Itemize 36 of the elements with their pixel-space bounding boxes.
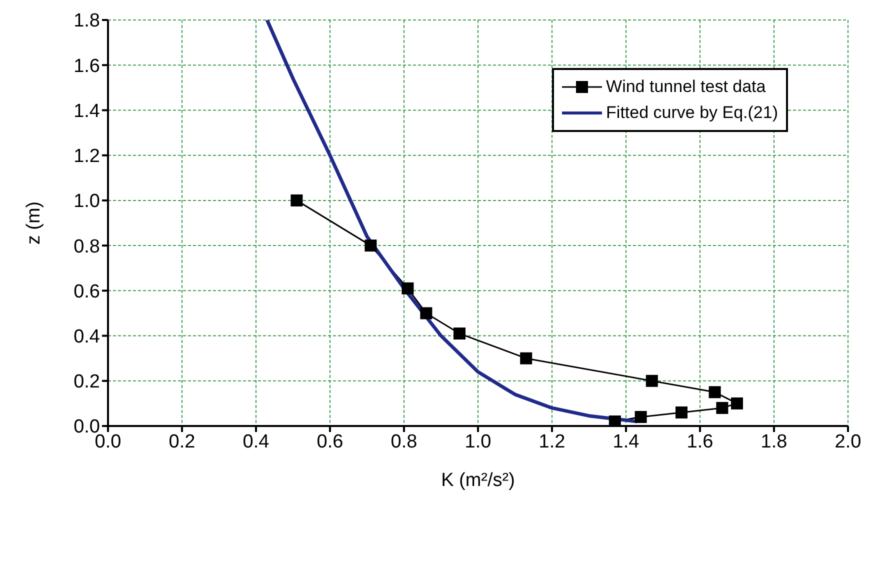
point (676, 406, 688, 418)
legend-label: Wind tunnel test data (606, 77, 766, 97)
x-tick-label: 1.2 (538, 431, 566, 452)
y-axis-title: z (m) (24, 201, 45, 245)
x-axis-title: K (m²/s²) (441, 470, 515, 491)
point (646, 374, 658, 387)
x-tick-label: 1.0 (464, 431, 492, 452)
x-tick-label: 1.6 (686, 431, 714, 452)
y-tick-label: 1.0 (74, 191, 100, 212)
y-tick-label: 1.6 (74, 56, 100, 77)
point (402, 282, 414, 294)
point (731, 397, 743, 410)
point (290, 194, 303, 206)
y-tick-label: 0.8 (74, 236, 100, 258)
x-tick-label: 0.4 (242, 431, 270, 452)
x-tick-label: 1.8 (760, 431, 788, 452)
x-tick-label: 0.6 (316, 431, 344, 452)
point (454, 328, 466, 340)
y-tick-label: 1.2 (74, 146, 100, 168)
x-tick-label: 1.4 (612, 431, 640, 452)
x-tick-label: 0.8 (390, 431, 418, 452)
point (634, 410, 647, 423)
x-tick-label: 2.0 (834, 431, 862, 452)
point (608, 415, 621, 426)
point (716, 402, 728, 414)
y-tick-label: 1.8 (74, 10, 100, 32)
y-tick-label: 0.4 (74, 326, 100, 348)
y-tick-label: 0.6 (74, 281, 100, 302)
point (520, 352, 532, 364)
legend-label: Fitted curve by Eq.(21) (606, 103, 778, 123)
point (708, 386, 721, 398)
y-tick-label: 0.2 (74, 372, 100, 393)
point (420, 307, 432, 320)
point (364, 240, 377, 252)
x-tick-label: 0.2 (168, 431, 196, 452)
y-tick-label: 1.4 (74, 100, 100, 122)
